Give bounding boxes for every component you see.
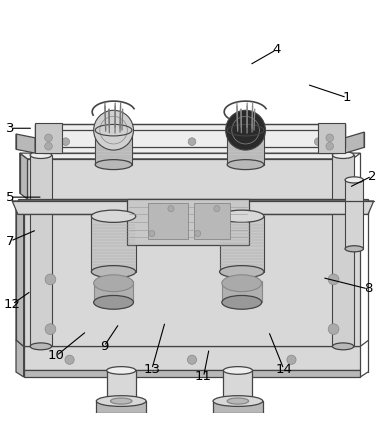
Ellipse shape <box>30 343 51 350</box>
Ellipse shape <box>220 210 264 222</box>
Ellipse shape <box>328 324 339 334</box>
Ellipse shape <box>107 367 136 374</box>
Bar <box>95 130 132 165</box>
Ellipse shape <box>226 110 265 150</box>
Text: 2: 2 <box>367 170 376 182</box>
Ellipse shape <box>227 398 248 404</box>
Polygon shape <box>35 123 62 153</box>
Polygon shape <box>213 401 263 413</box>
Bar <box>222 281 262 302</box>
Polygon shape <box>16 208 24 346</box>
Polygon shape <box>96 401 146 413</box>
Bar <box>220 216 264 272</box>
Ellipse shape <box>149 230 155 237</box>
Ellipse shape <box>220 266 264 278</box>
Text: 9: 9 <box>100 340 108 353</box>
Bar <box>194 203 230 239</box>
Text: 5: 5 <box>6 190 15 204</box>
Polygon shape <box>43 130 338 153</box>
Bar <box>94 281 134 302</box>
Polygon shape <box>35 124 345 147</box>
Ellipse shape <box>314 138 322 146</box>
Ellipse shape <box>91 210 136 222</box>
Bar <box>333 155 354 346</box>
Ellipse shape <box>168 206 174 212</box>
Ellipse shape <box>111 398 132 404</box>
Polygon shape <box>24 370 360 377</box>
Text: 11: 11 <box>195 370 212 384</box>
Polygon shape <box>18 199 368 214</box>
Bar <box>148 203 188 239</box>
Ellipse shape <box>45 324 56 334</box>
Ellipse shape <box>91 266 136 278</box>
Ellipse shape <box>328 274 339 285</box>
Ellipse shape <box>95 160 132 170</box>
Ellipse shape <box>222 295 262 309</box>
Polygon shape <box>16 340 24 377</box>
Bar <box>227 130 264 165</box>
Ellipse shape <box>45 274 56 285</box>
Text: 8: 8 <box>364 282 372 295</box>
Polygon shape <box>127 199 249 245</box>
Ellipse shape <box>232 116 259 144</box>
Polygon shape <box>12 201 374 214</box>
Ellipse shape <box>222 275 262 292</box>
Polygon shape <box>318 123 345 153</box>
Polygon shape <box>35 147 345 153</box>
Ellipse shape <box>345 177 363 183</box>
Ellipse shape <box>223 367 252 374</box>
Ellipse shape <box>333 343 354 350</box>
Ellipse shape <box>62 138 70 146</box>
Bar <box>30 155 51 346</box>
Text: 3: 3 <box>6 122 15 135</box>
Polygon shape <box>16 208 368 214</box>
Ellipse shape <box>94 275 134 292</box>
Ellipse shape <box>187 355 197 365</box>
Polygon shape <box>16 134 35 153</box>
Text: 14: 14 <box>275 363 292 376</box>
Bar <box>91 216 136 272</box>
Polygon shape <box>20 153 360 159</box>
Ellipse shape <box>227 160 264 170</box>
Polygon shape <box>24 214 360 346</box>
Bar <box>223 370 252 401</box>
Ellipse shape <box>195 230 201 237</box>
Ellipse shape <box>287 355 296 365</box>
Text: 12: 12 <box>4 298 21 311</box>
Text: 10: 10 <box>48 349 65 362</box>
Ellipse shape <box>94 110 134 150</box>
Ellipse shape <box>333 151 354 159</box>
Ellipse shape <box>96 396 146 406</box>
Ellipse shape <box>214 206 220 212</box>
Bar <box>107 370 136 401</box>
Polygon shape <box>20 153 28 199</box>
Ellipse shape <box>326 134 334 142</box>
Polygon shape <box>345 132 364 153</box>
Ellipse shape <box>65 355 74 365</box>
Ellipse shape <box>45 143 52 150</box>
Text: 13: 13 <box>143 363 161 376</box>
Text: 1: 1 <box>343 91 351 104</box>
Polygon shape <box>24 346 360 370</box>
Ellipse shape <box>188 138 196 146</box>
Ellipse shape <box>30 151 51 159</box>
Ellipse shape <box>213 396 263 406</box>
Polygon shape <box>28 159 353 199</box>
Text: 7: 7 <box>6 234 15 248</box>
Text: 4: 4 <box>272 44 280 56</box>
Ellipse shape <box>94 295 134 309</box>
Ellipse shape <box>326 143 334 150</box>
Ellipse shape <box>345 246 363 252</box>
Bar <box>345 180 363 249</box>
Ellipse shape <box>45 134 52 142</box>
Ellipse shape <box>100 116 127 144</box>
